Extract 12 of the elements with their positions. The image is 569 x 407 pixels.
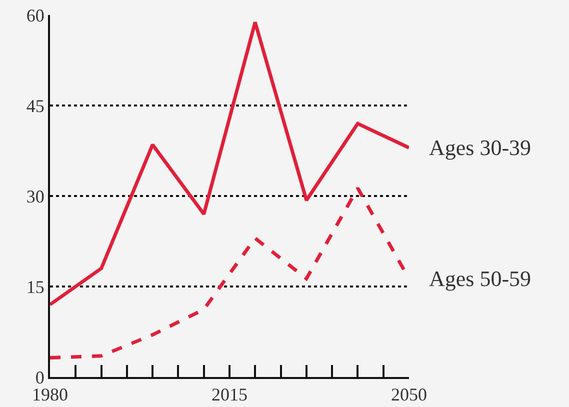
x-tick-label: 1980 [32,384,68,405]
series-label: Ages 30-39 [429,135,532,160]
y-tick-label: 15 [26,276,44,297]
line-series [50,186,409,360]
y-tick-label: 60 [26,5,44,26]
x-tick-label: 2050 [391,384,427,405]
y-tick-label: 0 [35,367,44,388]
series-label: Ages 50-59 [429,266,532,291]
y-tick-label: 30 [26,186,44,206]
y-tick-label: 45 [26,96,44,116]
line-series [50,20,409,306]
x-tick-label: 2015 [212,384,248,405]
